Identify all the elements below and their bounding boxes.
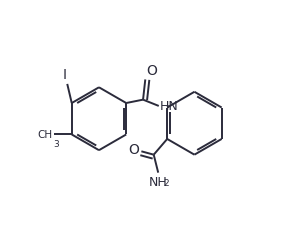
Text: CH: CH xyxy=(38,129,53,140)
Text: O: O xyxy=(128,142,139,156)
Text: HN: HN xyxy=(160,100,179,113)
Text: 2: 2 xyxy=(163,178,169,187)
Text: 3: 3 xyxy=(53,140,59,149)
Text: NH: NH xyxy=(149,176,168,189)
Text: I: I xyxy=(63,67,67,81)
Text: O: O xyxy=(146,63,157,77)
